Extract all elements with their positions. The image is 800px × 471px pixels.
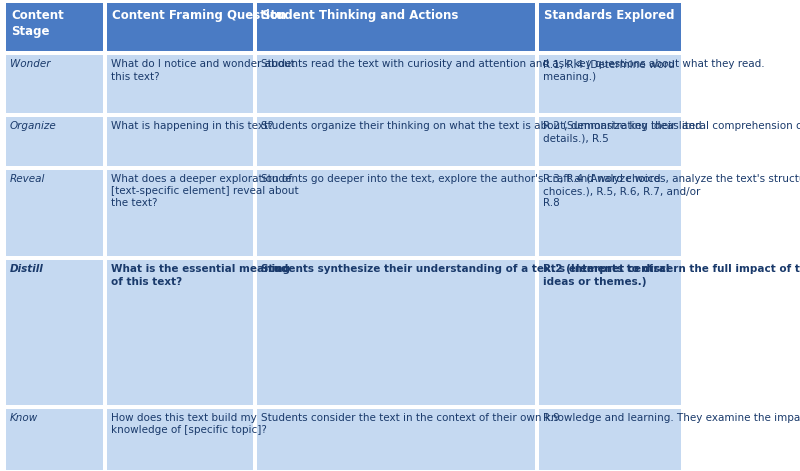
Text: Distill: Distill xyxy=(10,264,44,274)
Bar xyxy=(538,3,682,51)
Bar xyxy=(106,260,254,405)
Text: Organize: Organize xyxy=(10,122,57,131)
Bar xyxy=(538,260,682,405)
Text: R.2 (Summarize key ideas and
details.), R.5: R.2 (Summarize key ideas and details.), … xyxy=(542,122,702,144)
Bar xyxy=(258,170,534,256)
Bar xyxy=(258,3,534,51)
Bar xyxy=(106,170,254,256)
Bar xyxy=(538,170,682,256)
Bar xyxy=(6,3,102,51)
Bar xyxy=(6,409,102,471)
Text: What is happening in this text?: What is happening in this text? xyxy=(110,122,273,131)
Text: R.3, R.4 (Analyze word
choices.), R.5, R.6, R.7, and/or
R.8: R.3, R.4 (Analyze word choices.), R.5, R… xyxy=(542,174,700,209)
Bar xyxy=(6,55,102,114)
Bar xyxy=(106,3,254,51)
Bar xyxy=(258,409,534,471)
Text: Students consider the text in the context of their own knowledge and learning. T: Students consider the text in the contex… xyxy=(262,413,800,423)
Text: What do I notice and wonder about
this text?: What do I notice and wonder about this t… xyxy=(110,59,294,81)
Text: Reveal: Reveal xyxy=(10,174,46,184)
Bar xyxy=(538,409,682,471)
Text: Students go deeper into the text, explore the author's craft and word choices, a: Students go deeper into the text, explor… xyxy=(262,174,800,184)
Text: R.1, R.4 (Determine word
meaning.): R.1, R.4 (Determine word meaning.) xyxy=(542,59,674,81)
Text: Wonder: Wonder xyxy=(10,59,50,69)
Text: Standards Explored: Standards Explored xyxy=(544,9,674,22)
Text: What is the essential meaning
of this text?: What is the essential meaning of this te… xyxy=(110,264,290,286)
Text: Student Thinking and Actions: Student Thinking and Actions xyxy=(262,9,458,22)
Bar xyxy=(106,409,254,471)
Bar xyxy=(106,117,254,166)
Text: How does this text build my
knowledge of [specific topic]?: How does this text build my knowledge of… xyxy=(110,413,266,435)
Text: What does a deeper exploration of
[text-specific element] reveal about
the text?: What does a deeper exploration of [text-… xyxy=(110,174,298,209)
Bar xyxy=(258,260,534,405)
Bar xyxy=(6,170,102,256)
Bar xyxy=(538,55,682,114)
Text: Students organize their thinking on what the text is about, demonstrating their : Students organize their thinking on what… xyxy=(262,122,800,131)
Text: R.2 (Interpret central
ideas or themes.): R.2 (Interpret central ideas or themes.) xyxy=(542,264,669,286)
Bar xyxy=(538,117,682,166)
Text: Content Framing Question: Content Framing Question xyxy=(111,9,286,22)
Text: Students read the text with curiosity and attention and ask key questions about : Students read the text with curiosity an… xyxy=(262,59,765,69)
Bar xyxy=(258,117,534,166)
Bar xyxy=(6,260,102,405)
Bar xyxy=(106,55,254,114)
Text: Students synthesize their understanding of a text's elements to discern the full: Students synthesize their understanding … xyxy=(262,264,800,274)
Text: Know: Know xyxy=(10,413,38,423)
Bar xyxy=(6,117,102,166)
Bar xyxy=(258,55,534,114)
Text: Content
Stage: Content Stage xyxy=(11,9,64,38)
Text: R.9: R.9 xyxy=(542,413,559,423)
